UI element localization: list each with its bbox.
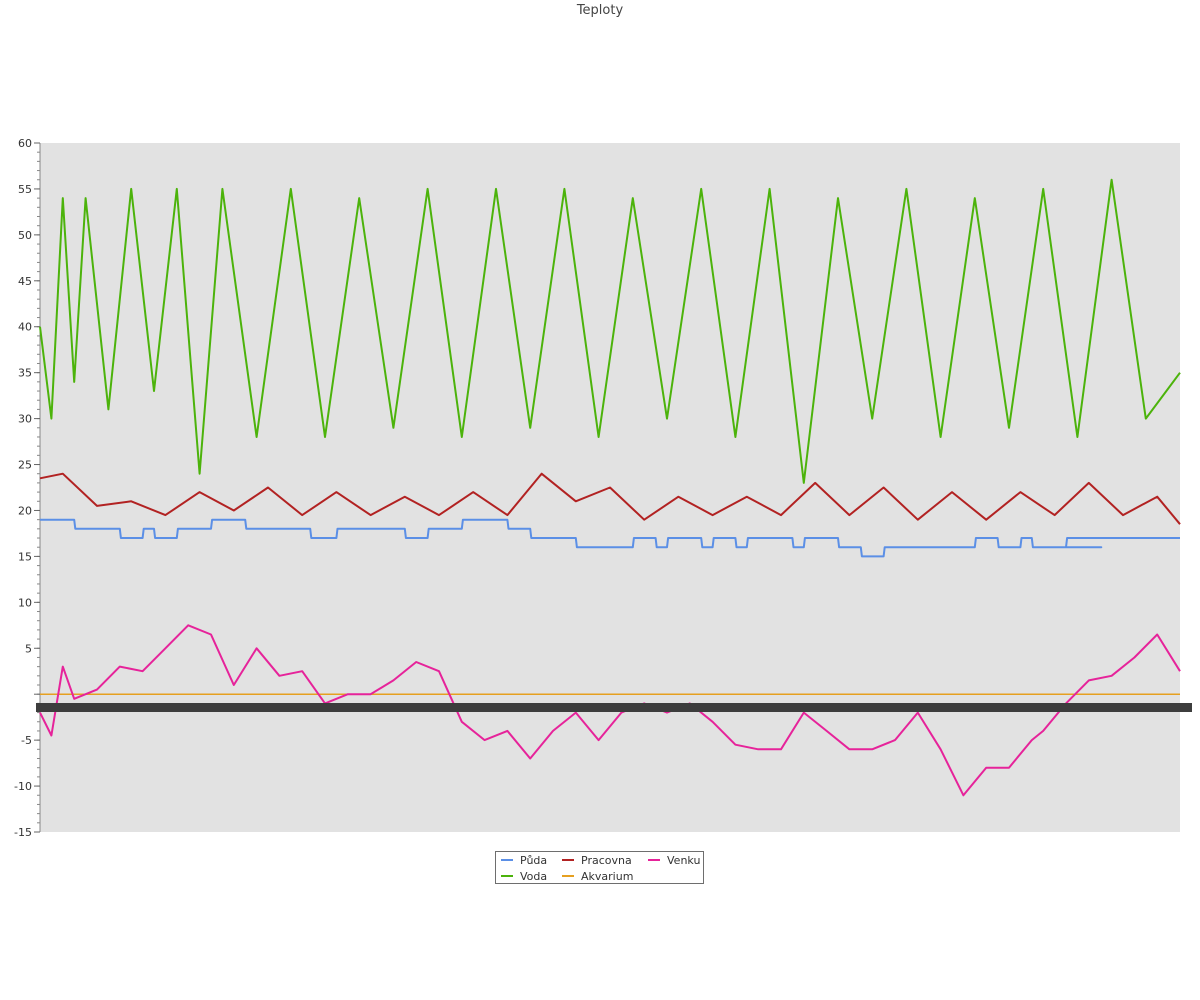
legend-label-puda: Půda [520,853,548,867]
y-axis: 60 55 50 45 40 35 30 25 20 15 10 5 -5 -10 -15 [14,137,41,839]
y-tick-label: -5 [21,734,32,747]
legend-swatch-venku [648,859,660,861]
legend-item-pracovna: Pracovna [562,853,632,867]
y-tick-label: 10 [18,596,32,609]
legend-swatch-puda [501,859,513,861]
y-tick-label: 50 [18,229,32,242]
legend-swatch-akvarium [562,875,574,877]
series-line-voda [39,178,1181,484]
legend: Půda Voda Pracovna Akvarium Venku [495,851,704,884]
y-tick-label: -15 [14,826,32,839]
chart-title: Teploty [576,3,624,18]
series-line-pracovna [39,472,1181,525]
legend-item-puda: Půda [501,853,547,867]
legend-label-akvarium: Akvarium [581,869,634,883]
legend-swatch-voda [501,875,513,877]
y-tick-label: 40 [18,321,32,334]
y-tick-label: 30 [18,413,32,426]
legend-item-akvarium: Akvarium [562,869,633,883]
y-tick-label: 20 [18,504,32,517]
y-tick-label: 55 [18,183,32,196]
y-tick-label: 15 [18,550,32,563]
y-tick-label: 5 [25,642,32,655]
y-tick-label: 35 [18,367,32,380]
legend-item-voda: Voda [501,869,547,883]
series-layer [39,178,1181,797]
legend-item-venku: Venku [648,853,700,867]
legend-label-venku: Venku [667,853,701,867]
y-tick-label: 25 [18,459,32,472]
legend-swatch-pracovna [562,859,574,861]
y-tick-label: -10 [14,780,32,793]
y-tick-label: 45 [18,275,32,288]
series-line-p-da [40,518,1180,558]
legend-label-voda: Voda [520,869,548,883]
legend-label-pracovna: Pracovna [581,853,632,867]
y-tick-label: 60 [18,137,32,150]
x-axis-bar [36,703,1192,712]
series-line-venku [39,624,1181,797]
